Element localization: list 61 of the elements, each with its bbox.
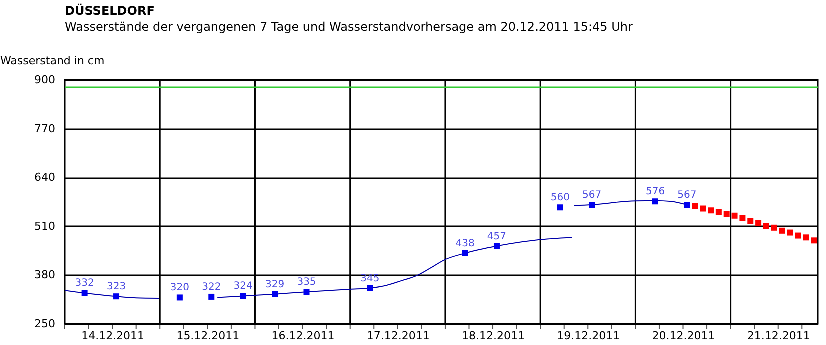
x-tick-label: 20.12.2011 <box>652 330 716 342</box>
x-tick-label: 19.12.2011 <box>557 330 620 342</box>
point <box>756 220 762 226</box>
data-label: 560 <box>550 192 570 204</box>
point <box>787 230 794 236</box>
data-label: 324 <box>234 281 253 292</box>
x-tick-label: 17.12.2011 <box>366 330 430 342</box>
data-label: 320 <box>170 282 190 294</box>
point <box>176 294 183 301</box>
point <box>740 215 746 222</box>
point <box>208 294 215 300</box>
data-label: 457 <box>487 231 507 242</box>
data-label: 345 <box>360 273 380 284</box>
point <box>684 202 690 208</box>
point <box>811 238 818 244</box>
data-label: 322 <box>202 282 222 293</box>
x-tick-label: 16.12.2011 <box>272 330 335 342</box>
point <box>272 291 278 298</box>
data-label: 567 <box>582 190 602 202</box>
point <box>240 293 246 300</box>
y-tick-label: 250 <box>34 318 56 330</box>
point <box>692 204 698 210</box>
y-tick-label: 900 <box>34 74 56 86</box>
y-axis-title: Wasserstand in cm <box>0 54 105 68</box>
point <box>700 206 706 212</box>
point <box>557 204 564 211</box>
point <box>494 243 500 250</box>
point <box>589 202 596 208</box>
data-label: 567 <box>678 190 697 202</box>
point <box>462 250 468 256</box>
x-tick-label: 14.12.2011 <box>82 330 145 342</box>
point <box>732 212 738 219</box>
point <box>724 211 730 218</box>
data-label: 323 <box>106 282 126 293</box>
point <box>82 290 88 296</box>
data-label: 335 <box>297 277 316 288</box>
point <box>748 218 754 224</box>
point <box>763 223 770 230</box>
point <box>708 208 714 214</box>
point <box>771 224 778 231</box>
point <box>795 232 802 239</box>
point <box>803 234 810 241</box>
point <box>716 209 722 216</box>
data-label: 332 <box>75 278 94 290</box>
y-tick-label: 510 <box>34 220 56 233</box>
y-tick-label: 770 <box>34 122 56 136</box>
point <box>367 285 374 292</box>
point <box>304 289 310 296</box>
data-label: 438 <box>456 238 475 250</box>
x-tick-label: 18.12.2011 <box>462 330 526 342</box>
data-label: 576 <box>646 186 666 198</box>
x-tick-label: 21.12.2011 <box>747 330 810 342</box>
y-tick-label: 380 <box>34 268 56 282</box>
point <box>652 198 659 205</box>
chart-subtitle: Wasserstände der vergangenen 7 Tage und Wasserstandvorhersage am 20.12.2011 15:45 Uhr <box>65 20 634 34</box>
data-label: 329 <box>266 279 285 290</box>
y-tick-label: 640 <box>34 171 56 184</box>
x-tick-label: 15.12.2011 <box>176 330 240 342</box>
point <box>779 228 786 234</box>
point <box>114 294 120 300</box>
chart-title: DÜSSELDORF <box>65 3 155 18</box>
